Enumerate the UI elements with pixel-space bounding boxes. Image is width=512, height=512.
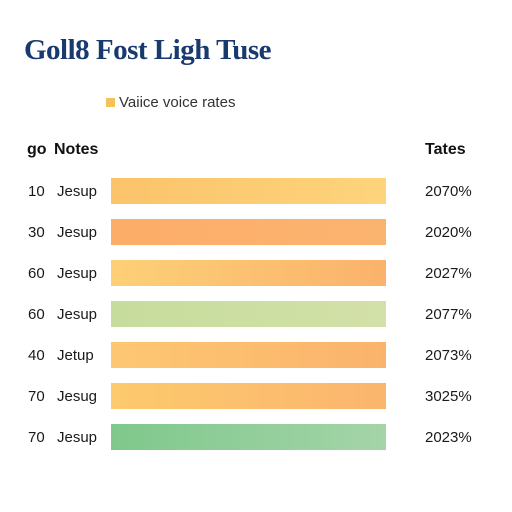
column-header-index: go — [27, 141, 47, 158]
data-label: 2020% — [425, 224, 472, 241]
row-index: 70 — [28, 388, 45, 405]
data-label: 2077% — [425, 306, 472, 323]
bar — [111, 178, 386, 204]
legend-swatch — [106, 98, 115, 107]
data-label: 2070% — [425, 183, 472, 200]
bar — [111, 383, 386, 409]
row-label: Jesup — [57, 429, 97, 446]
row-label: Jesup — [57, 306, 97, 323]
column-header-value: Tates — [425, 141, 466, 158]
data-label: 2023% — [425, 429, 472, 446]
bar — [111, 301, 386, 327]
row-label: Jesup — [57, 224, 97, 241]
bar — [111, 342, 386, 368]
legend-label: Vaiice voice rates — [119, 94, 236, 111]
row-index: 70 — [28, 429, 45, 446]
row-index: 10 — [28, 183, 45, 200]
row-index: 30 — [28, 224, 45, 241]
bar — [111, 219, 386, 245]
bar — [111, 260, 386, 286]
row-label: Jesug — [57, 388, 97, 405]
row-label: Jesup — [57, 265, 97, 282]
legend: Vaiice voice rates — [106, 94, 235, 111]
row-index: 40 — [28, 347, 45, 364]
row-label: Jetup — [57, 347, 94, 364]
chart-title: Goll8 Fost Ligh Tuse — [24, 34, 272, 66]
data-label: 3025% — [425, 388, 472, 405]
column-header-label: Notes — [54, 141, 99, 158]
data-label: 2073% — [425, 347, 472, 364]
row-index: 60 — [28, 265, 45, 282]
row-label: Jesup — [57, 183, 97, 200]
bar — [111, 424, 386, 450]
data-label: 2027% — [425, 265, 472, 282]
row-index: 60 — [28, 306, 45, 323]
